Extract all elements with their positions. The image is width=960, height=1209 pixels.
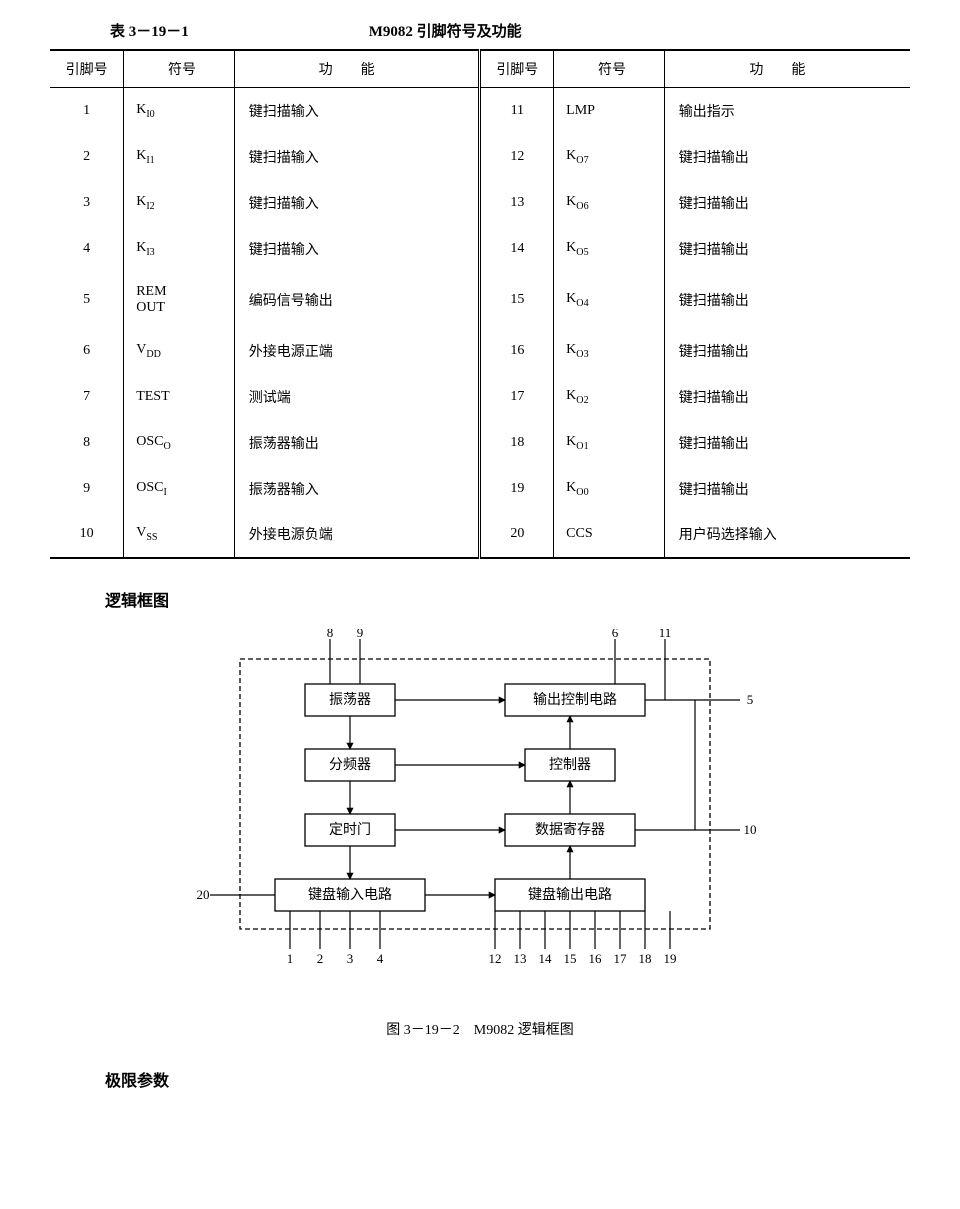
svg-text:6: 6 — [612, 629, 619, 640]
th-pin-r: 引脚号 — [480, 50, 554, 88]
svg-text:分频器: 分频器 — [329, 757, 371, 773]
section-limit-params: 极限参数 — [105, 1067, 910, 1091]
table-row: 3KI2键扫描输入13KO6键扫描输出 — [50, 180, 910, 226]
table-header-row: 表 3－19－1 M9082 引脚符号及功能 — [50, 20, 910, 41]
table-row: 9OSCI振荡器输入19KO0键扫描输出 — [50, 466, 910, 512]
th-sym-r: 符号 — [554, 50, 665, 88]
svg-text:1: 1 — [287, 951, 294, 966]
table-row: 10VSS外接电源负端20CCS用户码选择输入 — [50, 512, 910, 558]
th-func-l: 功能 — [234, 50, 480, 88]
table-row: 6VDD外接电源正端16KO3键扫描输出 — [50, 328, 910, 374]
th-func-r: 功能 — [664, 50, 910, 88]
svg-text:11: 11 — [659, 629, 672, 640]
table-number: 表 3－19－1 — [110, 20, 189, 41]
logic-diagram: 振荡器输出控制电路分频器控制器定时门数据寄存器键盘输入电路键盘输出电路89611… — [195, 629, 765, 1039]
svg-text:控制器: 控制器 — [549, 757, 591, 773]
svg-text:15: 15 — [564, 951, 577, 966]
th-sym-l: 符号 — [124, 50, 235, 88]
svg-text:12: 12 — [489, 951, 502, 966]
svg-text:振荡器: 振荡器 — [329, 692, 371, 708]
svg-text:5: 5 — [747, 692, 754, 707]
svg-text:9: 9 — [357, 629, 364, 640]
table-title: M9082 引脚符号及功能 — [369, 20, 522, 41]
diagram-caption: 图 3－19－2 M9082 逻辑框图 — [195, 1019, 765, 1039]
svg-text:14: 14 — [539, 951, 553, 966]
svg-text:8: 8 — [327, 629, 334, 640]
svg-text:2: 2 — [317, 951, 324, 966]
section-logic-diagram: 逻辑框图 — [105, 587, 910, 611]
pin-table: 引脚号 符号 功能 引脚号 符号 功能 1KI0键扫描输入11LMP输出指示2K… — [50, 49, 910, 559]
table-row: 2KI1键扫描输入12KO7键扫描输出 — [50, 134, 910, 180]
table-row: 4KI3键扫描输入14KO5键扫描输出 — [50, 226, 910, 272]
svg-text:3: 3 — [347, 951, 354, 966]
svg-text:20: 20 — [197, 887, 210, 902]
svg-text:16: 16 — [589, 951, 603, 966]
svg-text:定时门: 定时门 — [329, 822, 371, 838]
table-row: 5REMOUT编码信号输出15KO4键扫描输出 — [50, 272, 910, 328]
svg-text:18: 18 — [639, 951, 652, 966]
svg-text:17: 17 — [614, 951, 628, 966]
svg-text:13: 13 — [514, 951, 527, 966]
table-header: 引脚号 符号 功能 引脚号 符号 功能 — [50, 50, 910, 88]
svg-text:键盘输入电路: 键盘输入电路 — [308, 886, 392, 903]
svg-text:4: 4 — [377, 951, 384, 966]
table-row: 1KI0键扫描输入11LMP输出指示 — [50, 88, 910, 134]
svg-text:19: 19 — [664, 951, 677, 966]
svg-text:数据寄存器: 数据寄存器 — [535, 821, 605, 838]
table-row: 7TEST测试端17KO2键扫描输出 — [50, 374, 910, 420]
svg-text:10: 10 — [744, 822, 757, 837]
table-row: 8OSCO振荡器输出18KO1键扫描输出 — [50, 420, 910, 466]
th-pin-l: 引脚号 — [50, 50, 124, 88]
svg-text:输出控制电路: 输出控制电路 — [533, 692, 617, 708]
svg-text:键盘输出电路: 键盘输出电路 — [528, 886, 612, 903]
